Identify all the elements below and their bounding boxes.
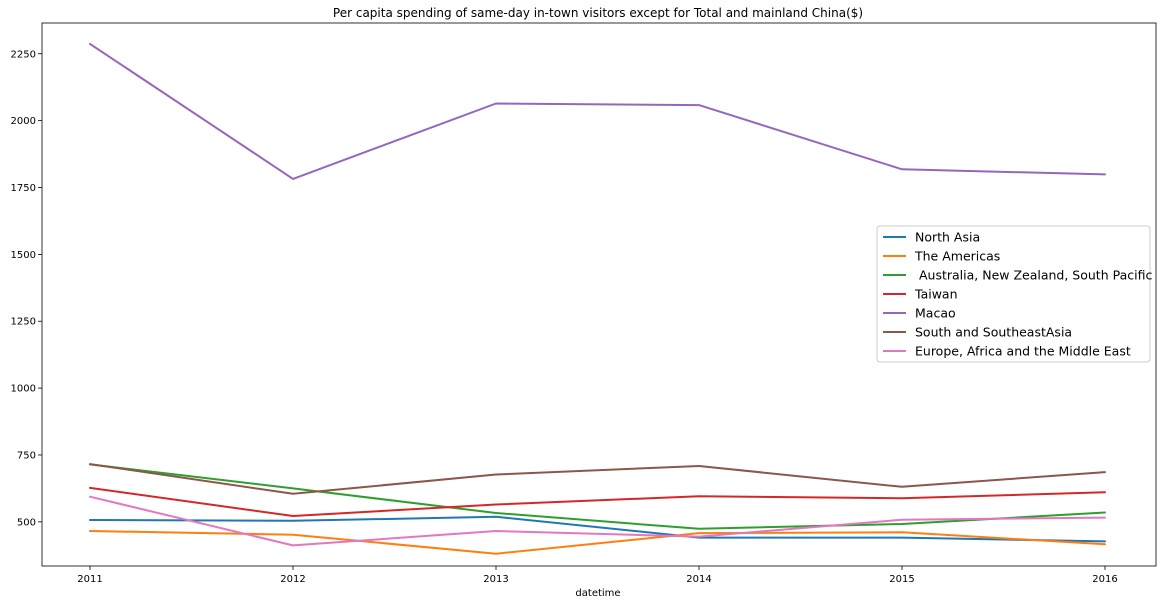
legend-label: Macao [915, 306, 956, 321]
legend-label: South and SoutheastAsia [915, 325, 1072, 340]
x-axis: 2011 2012 2013 2014 2015 2016 [77, 566, 1118, 585]
y-tick-label: 2250 [11, 49, 36, 60]
chart-title: Per capita spending of same-day in-town … [333, 6, 863, 20]
y-tick-label: 1750 [11, 183, 36, 194]
y-tick-label: 750 [17, 450, 36, 461]
legend-label: The Americas [914, 249, 1000, 264]
y-tick-label: 1000 [11, 384, 36, 395]
y-axis: 500 750 1000 1250 1500 1750 2000 2250 [11, 49, 42, 528]
series-line-6 [89, 495, 1106, 547]
series-line-2 [89, 463, 1106, 530]
y-tick-label: 500 [17, 517, 36, 528]
y-tick-label: 2000 [11, 116, 36, 127]
series-line-1 [89, 530, 1106, 555]
legend-label: Australia, New Zealand, South Pacific [915, 268, 1152, 283]
x-tick-label: 2015 [889, 574, 914, 585]
series-line-3 [89, 486, 1106, 517]
legend-box [876, 225, 1151, 363]
x-axis-label: datetime [575, 588, 620, 599]
legend-label: North Asia [915, 230, 980, 245]
legend: North Asia The Americas Australia, New Ze… [876, 225, 1152, 363]
x-tick-label: 2013 [483, 574, 508, 585]
legend-label: Taiwan [914, 287, 958, 302]
x-tick-label: 2014 [686, 574, 711, 585]
series-layer [89, 42, 1106, 555]
series-line-0 [89, 515, 1106, 543]
legend-label: Europe, Africa and the Middle East [915, 344, 1131, 359]
x-tick-label: 2016 [1092, 574, 1117, 585]
y-tick-label: 1250 [11, 317, 36, 328]
x-tick-label: 2012 [280, 574, 305, 585]
y-tick-label: 1500 [11, 250, 36, 261]
series-line-5 [89, 463, 1106, 495]
series-line-4 [89, 42, 1106, 180]
x-tick-label: 2011 [77, 574, 102, 585]
